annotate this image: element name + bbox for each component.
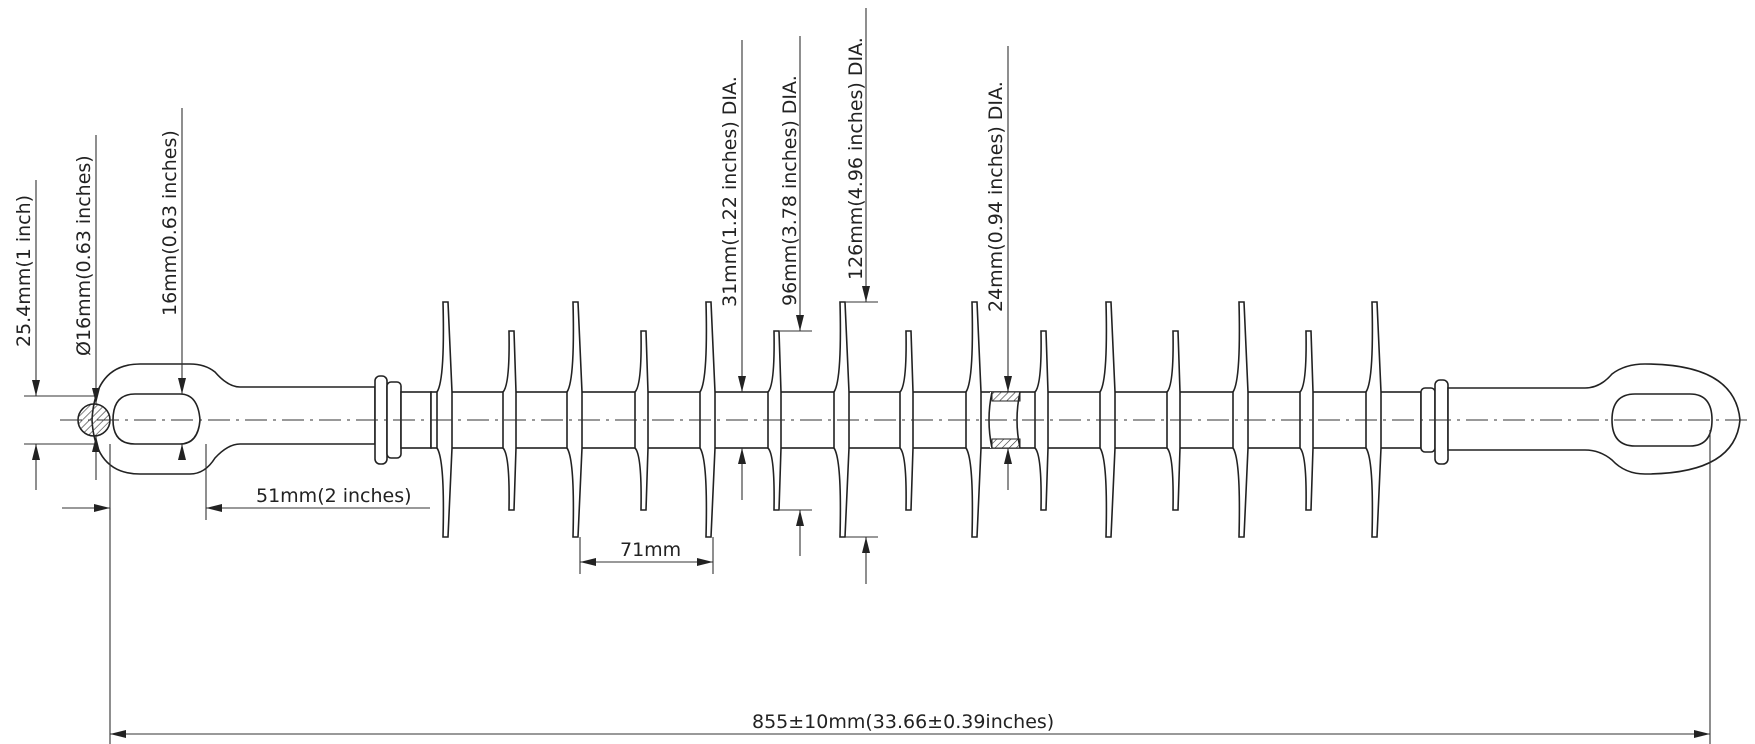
right-eye-fitting <box>1420 363 1741 475</box>
small-shed <box>634 330 649 511</box>
dim-label-eye-width: 16mm(0.63 inches) <box>159 130 181 316</box>
dim-label-end-thickness: 25.4mm(1 inch) <box>13 195 35 347</box>
large-shed <box>566 301 583 538</box>
dim-label-rod-diameter: 31mm(1.22 inches) DIA. <box>719 76 741 307</box>
dim-eye-width: 16mm(0.63 inches) <box>159 108 186 460</box>
dim-small-shed-diameter: 96mm(3.78 inches) DIA. <box>779 36 812 556</box>
dim-pin-diameter: Ø16mm(0.63 inches) <box>73 135 100 480</box>
dim-eye-length: 51mm(2 inches) <box>62 444 430 520</box>
dim-label-core-diameter: 24mm(0.94 inches) DIA. <box>985 81 1007 312</box>
large-shed <box>965 301 982 538</box>
dim-label-large-shed-diameter: 126mm(4.96 inches) DIA. <box>845 37 867 280</box>
dim-label-pin-diameter: Ø16mm(0.63 inches) <box>73 155 95 356</box>
large-shed <box>1232 301 1249 538</box>
left-eye-fitting <box>77 363 432 475</box>
dim-end-thickness: 25.4mm(1 inch) <box>13 180 94 490</box>
dim-label-eye-length: 51mm(2 inches) <box>256 485 412 507</box>
dim-large-shed-diameter: 126mm(4.96 inches) DIA. <box>845 8 878 584</box>
dim-label-shed-spacing: 71mm <box>620 539 681 561</box>
small-shed <box>899 330 914 511</box>
small-shed <box>1299 330 1314 511</box>
dim-label-small-shed-diameter: 96mm(3.78 inches) DIA. <box>779 75 801 306</box>
dim-core-diameter: 24mm(0.94 inches) DIA. <box>985 46 1012 490</box>
dim-label-overall-length: 855±10mm(33.66±0.39inches) <box>752 711 1054 733</box>
dim-shed-spacing: 71mm <box>579 537 714 574</box>
dim-rod-diameter: 31mm(1.22 inches) DIA. <box>719 40 746 500</box>
dim-overall-length: 855±10mm(33.66±0.39inches) <box>109 430 1711 744</box>
